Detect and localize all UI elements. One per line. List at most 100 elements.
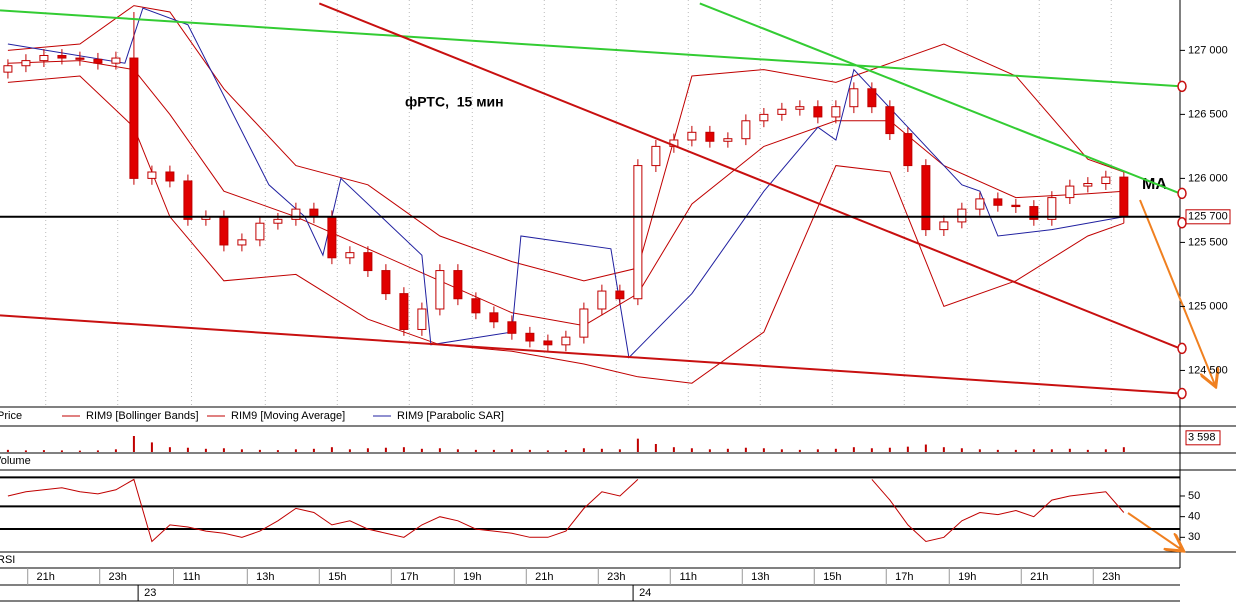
annotation: MA [1142,176,1167,193]
y-tick-label: 50 [1188,490,1200,502]
candle-body [1119,176,1129,218]
candle-body [1065,185,1075,199]
volume-bar [402,447,405,452]
candle-body [471,298,481,314]
candle-body [147,171,157,179]
volume-bar [204,448,207,452]
volume-bar [294,449,297,452]
y-tick-label: 127 000 [1188,44,1228,56]
trend-line [0,314,1181,395]
candle-body [957,208,967,223]
trend-line [318,2,1181,350]
x-tick-label: 17h [895,571,913,583]
volume-bar [438,448,441,452]
candle-body [255,222,265,241]
volume-bar [834,448,837,452]
volume-bar [870,448,873,452]
legend-label: RIM9 [Parabolic SAR] [397,410,504,422]
volume-bar [582,448,585,452]
volume-bar [312,448,315,452]
candle-body [1011,204,1021,208]
candle-body [75,57,85,60]
candle-body [813,106,823,118]
candle-body [327,216,337,259]
candle-body [1083,183,1093,187]
volume-bar [654,444,657,452]
candle-body [345,252,355,259]
x-tick-label: 23h [109,571,127,583]
volume-bar [546,450,549,452]
volume-bar [420,448,423,452]
candle-body [1029,206,1039,220]
legend-label: RIM9 [Bollinger Bands] [86,410,199,422]
x-tick-label: 19h [958,571,976,583]
volume-bar [330,447,333,452]
candle-body [39,54,49,62]
candle-body [975,198,985,210]
y-tick-label: 40 [1188,511,1200,523]
volume-bar [6,449,9,452]
volume-bar [744,447,747,452]
x-tick-label: 15h [823,571,841,583]
candle-body [219,216,229,246]
volume-bar [528,449,531,452]
volume-bar [150,442,153,452]
volume-bar [888,447,891,452]
x-tick-label: 13h [256,571,274,583]
candle-body [291,208,301,220]
candle-body [777,108,787,115]
candle-body [1101,176,1111,185]
candle-body [795,106,805,110]
volume-bar [492,449,495,452]
candle-body [363,252,373,272]
candle-body [453,270,463,300]
candle-body [705,131,715,142]
candle-body [561,336,571,346]
candle-body [903,133,913,167]
candle-body [543,340,553,346]
y-tick-label: 30 [1188,531,1200,543]
volume-bar [996,449,999,452]
volume-bar [474,449,477,452]
candle-body [687,131,697,141]
volume-bar [186,447,189,452]
legend-label: RIM9 [Moving Average] [231,410,345,422]
candle-body [939,221,949,231]
trend-end-marker [1177,187,1187,200]
volume-bar [96,450,99,452]
candle-body [525,332,535,342]
candle-body [435,270,445,310]
candle-body [417,308,427,330]
candle-body [921,165,931,231]
x-tick-label: 21h [37,571,55,583]
y-tick-label: 126 500 [1188,108,1228,120]
volume-bar [924,444,927,452]
trend-end-marker [1177,342,1187,355]
candle-body [273,218,283,224]
volume-bar [132,436,135,452]
candle-body [597,290,607,310]
volume-bar [708,449,711,452]
candle-body [831,106,841,118]
candle-body [93,58,103,64]
candle-body [21,60,31,67]
volume-bar [780,449,783,452]
trend-end-marker [1177,80,1187,93]
candle-body [615,290,625,300]
date-label: 24 [639,587,651,599]
volume-bar [348,449,351,452]
candle-body [885,106,895,135]
volume-bar [906,446,909,452]
volume-bar [1032,449,1035,452]
volume-bar [1086,449,1089,452]
candle-body [867,88,877,108]
candle-body [381,270,391,295]
legend-label: Price [0,410,22,422]
y-tick-label: 125 500 [1188,236,1228,248]
forecast-arrow [1127,512,1182,550]
x-tick-label: 23h [607,571,625,583]
candle-body [237,239,247,246]
trend-end-marker [1177,387,1187,400]
